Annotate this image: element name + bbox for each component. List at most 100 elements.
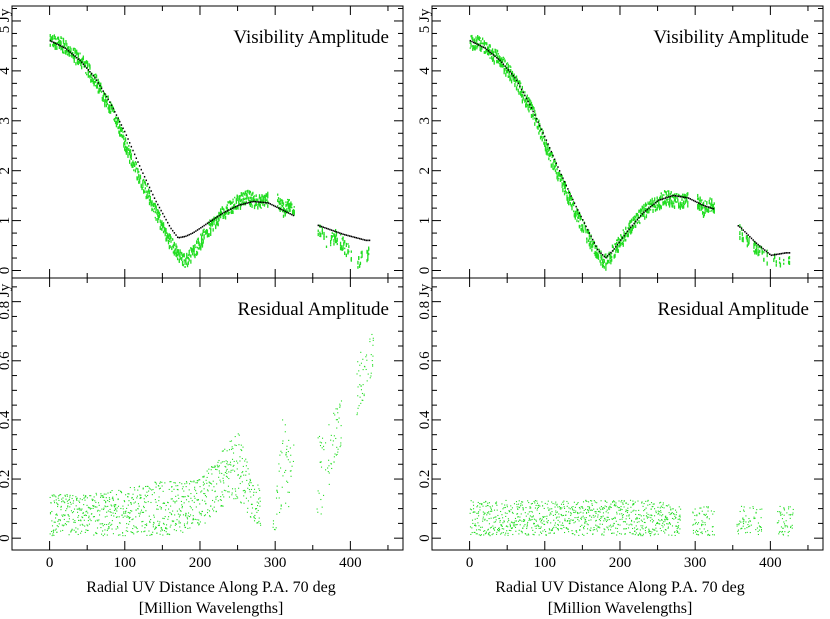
data-point [194, 254, 196, 259]
data-point [600, 252, 602, 257]
model-point [583, 222, 586, 224]
data-point [655, 208, 657, 211]
model-point [195, 230, 197, 232]
data-point [232, 200, 234, 203]
data-point [694, 514, 696, 517]
data-point [90, 520, 92, 522]
data-point [74, 50, 76, 55]
data-point [480, 534, 482, 536]
model-point [524, 94, 526, 97]
data-point [241, 481, 243, 483]
model-point [613, 248, 615, 250]
data-point [554, 165, 557, 168]
data-point [177, 249, 180, 254]
data-point [226, 472, 228, 474]
data-point [658, 511, 660, 513]
data-point [540, 519, 543, 522]
data-point [749, 520, 751, 522]
data-point [77, 533, 79, 536]
data-point [516, 513, 518, 515]
data-point [334, 234, 336, 239]
data-point [620, 242, 623, 245]
data-point [279, 208, 281, 212]
data-point [678, 205, 681, 208]
data-point [662, 526, 664, 528]
data-point [282, 214, 285, 218]
data-point [742, 517, 744, 519]
data-point [636, 518, 638, 520]
data-point [367, 251, 369, 256]
data-point [142, 487, 144, 489]
data-point [615, 239, 618, 241]
data-point [491, 534, 493, 536]
data-point [334, 453, 336, 455]
data-point [482, 37, 484, 41]
model-point [170, 227, 172, 230]
data-point [239, 482, 241, 485]
data-point [339, 245, 342, 247]
model-point [284, 210, 286, 213]
data-point [536, 118, 538, 120]
data-point [193, 518, 195, 521]
data-point [469, 526, 472, 528]
data-point [118, 516, 120, 518]
data-point [138, 180, 140, 184]
model-point [130, 145, 133, 148]
data-point [611, 532, 613, 534]
data-point [98, 88, 100, 91]
data-point [240, 449, 242, 451]
data-point [702, 212, 704, 215]
data-point [575, 504, 577, 506]
data-point [562, 503, 565, 505]
data-point [65, 510, 67, 512]
data-point [106, 99, 108, 101]
data-point [131, 531, 133, 534]
model-point [95, 79, 98, 81]
data-point [654, 203, 656, 208]
data-point [124, 139, 127, 142]
data-point [325, 236, 328, 238]
data-point [231, 209, 233, 214]
data-point [544, 516, 546, 518]
data-point [186, 482, 188, 484]
data-point [586, 500, 588, 503]
model-point [762, 247, 764, 250]
data-point [370, 375, 372, 377]
data-point [483, 534, 485, 536]
data-point [507, 518, 509, 520]
data-point [604, 255, 606, 258]
data-point [127, 530, 129, 532]
data-point [590, 509, 592, 511]
model-point [635, 220, 637, 223]
data-point [702, 203, 704, 206]
data-point [591, 240, 593, 243]
data-point [579, 214, 581, 216]
data-point [630, 520, 633, 522]
data-point [208, 233, 210, 238]
data-point [613, 523, 615, 525]
data-point [505, 532, 507, 534]
data-point [507, 63, 509, 68]
data-point [289, 208, 291, 212]
data-point [359, 375, 361, 377]
data-point [245, 497, 247, 499]
data-point [487, 52, 490, 56]
data-point [589, 507, 591, 509]
data-point [171, 514, 173, 516]
data-point [243, 193, 246, 196]
data-point [501, 514, 503, 516]
data-point [240, 203, 242, 207]
data-point [83, 494, 85, 496]
data-point [574, 511, 576, 514]
data-point [539, 531, 542, 533]
data-point [75, 498, 78, 500]
data-point [474, 511, 476, 513]
data-point [697, 197, 700, 200]
data-point [577, 220, 580, 223]
data-point [258, 488, 260, 490]
data-point [159, 213, 161, 216]
data-point [518, 529, 520, 531]
data-point [531, 511, 533, 513]
data-point [634, 220, 636, 225]
data-point [57, 503, 59, 505]
